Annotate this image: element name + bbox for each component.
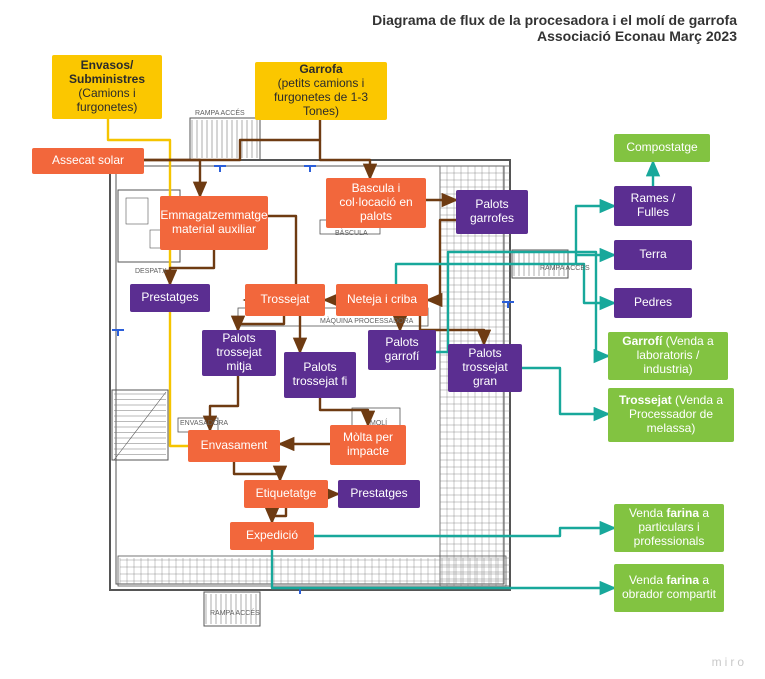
title-line2: Associació Econau Març 2023 [372, 28, 737, 44]
node-palots-gran: Palots trossejat gran [448, 344, 522, 392]
floorplan-label: MOLÍ [370, 420, 387, 427]
node-bascula: Bascula i col·locació en palots [326, 178, 426, 228]
node-venda1: Venda farina a particulars i professiona… [614, 504, 724, 552]
node-assecat: Assecat solar [32, 148, 144, 174]
node-envasament: Envasament [188, 430, 280, 462]
floorplan-label: BÀSCULA [335, 230, 368, 237]
node-trossejat-out: Trossejat (Venda a Processador de melass… [608, 388, 734, 442]
title-line1: Diagrama de flux de la procesadora i el … [372, 12, 737, 28]
node-garrofi-out: Garrofí (Venda a laboratoris / industria… [608, 332, 728, 380]
floorplan-label: ENVASADORA [180, 420, 228, 427]
node-terra: Terra [614, 240, 692, 270]
node-etiquetatge: Etiquetatge [244, 480, 328, 508]
node-rames: Rames / Fulles [614, 186, 692, 226]
floorplan-label: DESPATX [135, 268, 167, 275]
node-expedicio: Expedició [230, 522, 314, 550]
node-garrofa-in: Garrofa(petits camions i furgonetes de 1… [255, 62, 387, 120]
node-venda2: Venda farina a obrador compartit [614, 564, 724, 612]
floorplan-label: MÀQUINA PROCESSADORA [320, 318, 413, 325]
node-palots-garrof: Palots garrofes [456, 190, 528, 234]
floorplan-label: RAMPA ACCÉS [195, 110, 245, 117]
miro-watermark: miro [712, 655, 747, 669]
node-neteja: Neteja i criba [336, 284, 428, 316]
floorplan-label: RAMPA ACCÉS [210, 610, 260, 617]
node-trossejat: Trossejat [245, 284, 325, 316]
node-palots-garro2: Palots garrofí [368, 330, 436, 370]
node-palots-fi: Palots trossejat fi [284, 352, 356, 398]
floorplan-label: RAMPA ACCÉS [540, 265, 590, 272]
node-envasos: Envasos/Subministres(Camions i furgonete… [52, 55, 162, 119]
diagram-title: Diagrama de flux de la procesadora i el … [372, 12, 737, 44]
node-pedres: Pedres [614, 288, 692, 318]
node-molta: Mòlta per impacte [330, 425, 406, 465]
node-prestatges2: Prestatges [338, 480, 420, 508]
node-palots-mitja: Palots trossejat mitja [202, 330, 276, 376]
node-compost: Compostatge [614, 134, 710, 162]
node-emmagatz: Emmagatzemmatge material auxiliar [160, 196, 268, 250]
node-prestatges1: Prestatges [130, 284, 210, 312]
